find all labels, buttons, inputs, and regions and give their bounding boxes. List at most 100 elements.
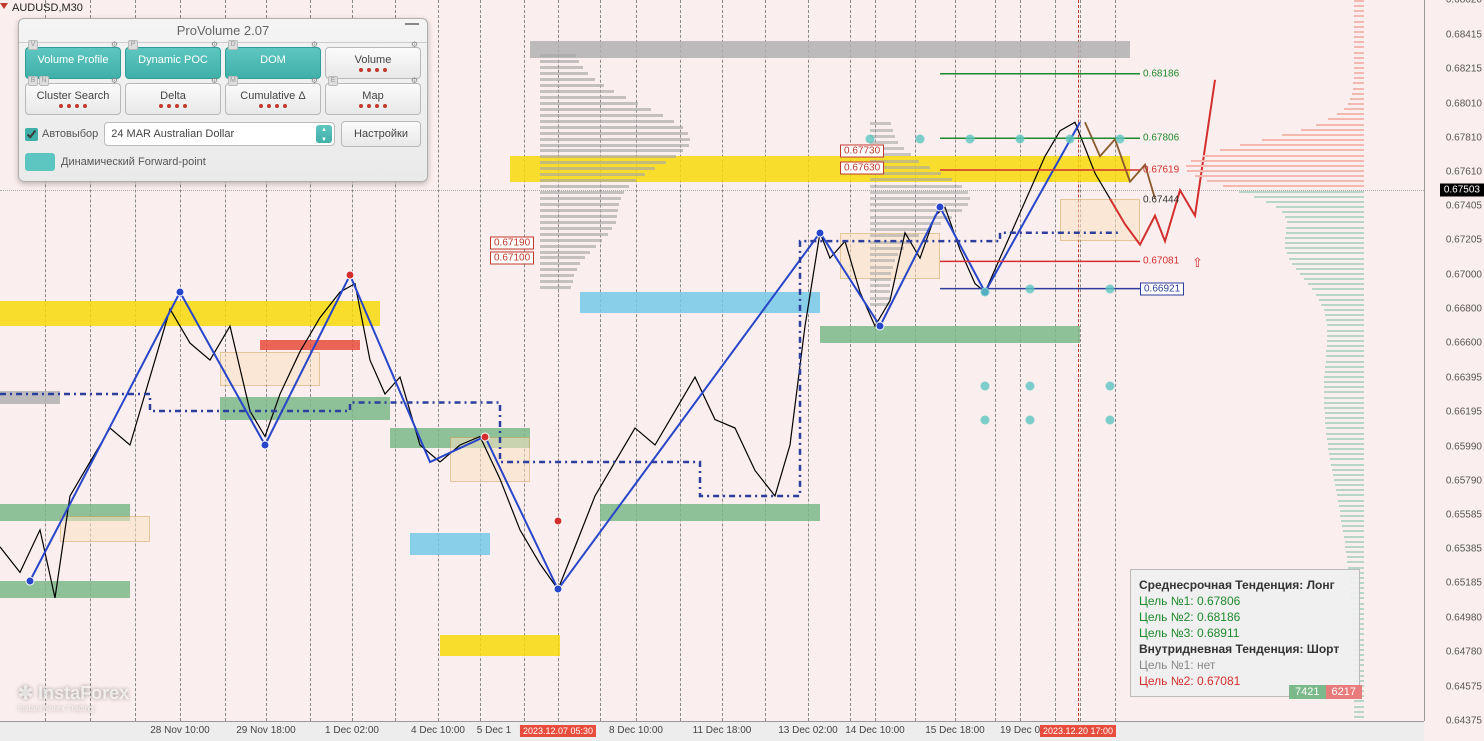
tab-dom[interactable]: D⚙DOM xyxy=(225,47,321,79)
tab-map[interactable]: E⚙Map xyxy=(325,83,421,115)
tab-volume[interactable]: ⚙Volume xyxy=(325,47,421,79)
vp-right-bar xyxy=(1334,479,1364,481)
vp-right-bar xyxy=(1354,5,1364,7)
vp-right-bar xyxy=(1354,57,1364,59)
trend-info-box: Среднесрочная Тенденция: Лонг Цель №1: 0… xyxy=(1130,569,1360,697)
vp-bar xyxy=(540,120,674,123)
target-2: Цель №2: 0.68186 xyxy=(1139,610,1351,624)
y-tick: 0.67610 xyxy=(1446,166,1482,177)
y-tick: 0.67205 xyxy=(1446,235,1482,246)
vp-right-bar xyxy=(1326,361,1364,363)
vp-bar xyxy=(540,60,579,63)
y-tick: 0.66600 xyxy=(1446,338,1482,349)
red-dot xyxy=(554,517,563,526)
vp-bar xyxy=(540,149,683,152)
vp-bar xyxy=(540,286,571,289)
gear-icon[interactable]: ⚙ xyxy=(311,40,318,49)
grid-vline xyxy=(850,0,851,721)
tab-cluster-search[interactable]: BN⚙Cluster Search xyxy=(25,83,121,115)
vp-right-bar xyxy=(1350,98,1364,100)
chart-area[interactable]: AUDUSD,M30 ProVolume 2.07 V⚙Volume Profi… xyxy=(0,0,1424,721)
gear-icon[interactable]: ⚙ xyxy=(111,76,118,85)
vp-right-bar xyxy=(1347,556,1364,558)
x-axis: 28 Nov 10:0029 Nov 18:001 Dec 02:004 Dec… xyxy=(0,721,1424,741)
contract-select[interactable]: 24 MAR Australian Dollar ▲▼ xyxy=(104,122,335,146)
tab-volume-profile[interactable]: V⚙Volume Profile xyxy=(25,47,121,79)
vp-bar xyxy=(870,284,890,287)
grid-vline xyxy=(915,0,916,721)
vp-bar xyxy=(870,303,890,306)
vp-right-bar xyxy=(1328,443,1364,445)
settings-button[interactable]: Настройки xyxy=(341,121,421,147)
blue-dot xyxy=(176,288,185,297)
teal-dot xyxy=(1106,284,1115,293)
vp-bar xyxy=(540,215,617,218)
y-tick: 0.68215 xyxy=(1446,63,1482,74)
vp-bar xyxy=(540,138,690,141)
vp-bar xyxy=(870,272,891,275)
panel-tabs-row1: V⚙Volume ProfileP⚙Dynamic POCD⚙DOM⚙Volum… xyxy=(19,43,427,79)
vp-bar xyxy=(870,297,890,300)
provolume-panel[interactable]: ProVolume 2.07 V⚙Volume ProfileP⚙Dynamic… xyxy=(18,18,428,182)
gear-icon[interactable]: ⚙ xyxy=(411,40,418,49)
price-zone xyxy=(600,504,820,521)
price-label: 0.67630 xyxy=(840,162,884,175)
vp-right-bar xyxy=(1286,232,1364,234)
x-tick: 11 Dec 18:00 xyxy=(693,725,752,736)
gear-icon[interactable]: ⚙ xyxy=(211,40,218,49)
spinner-icon[interactable]: ▲▼ xyxy=(316,125,332,143)
vp-right-bar xyxy=(1223,185,1365,187)
x-tick: 8 Dec 10:00 xyxy=(609,725,663,736)
trend-mid-label: Среднесрочная Тенденция: Лонг xyxy=(1139,578,1351,592)
minimize-icon[interactable] xyxy=(405,23,419,25)
teal-dot xyxy=(981,415,990,424)
vp-bar xyxy=(870,141,898,144)
gear-icon[interactable]: ⚙ xyxy=(211,76,218,85)
gear-icon[interactable]: ⚙ xyxy=(411,76,418,85)
tab-cumulative-[interactable]: M⚙Cumulative Δ xyxy=(225,83,321,115)
vp-right-bar xyxy=(1337,494,1364,496)
price-zone xyxy=(220,352,320,386)
blue-dot xyxy=(261,440,270,449)
vp-right-bar xyxy=(1195,175,1364,177)
vp-right-bar xyxy=(1344,108,1364,110)
dropdown-triangle-icon xyxy=(0,3,8,9)
vp-right-bar xyxy=(1353,82,1364,84)
tab-dynamic-poc[interactable]: P⚙Dynamic POC xyxy=(125,47,221,79)
vp-right-bar xyxy=(1304,278,1364,280)
vp-right-bar xyxy=(1321,304,1364,306)
vp-bar xyxy=(540,78,595,81)
price-zone xyxy=(530,41,1130,58)
vp-right-bar xyxy=(1324,381,1364,383)
vp-right-bar xyxy=(1354,711,1364,713)
vp-bar xyxy=(540,227,612,230)
x-tick: 29 Nov 18:00 xyxy=(236,725,296,736)
vp-right-bar xyxy=(1324,376,1364,378)
grid-vline xyxy=(438,0,439,721)
vp-right-bar xyxy=(1325,422,1364,424)
gear-icon[interactable]: ⚙ xyxy=(111,40,118,49)
intra-target-1: Цель №1: нет xyxy=(1139,658,1351,672)
vp-right-bar xyxy=(1282,134,1364,136)
gear-icon[interactable]: ⚙ xyxy=(311,76,318,85)
vp-bar xyxy=(870,203,968,206)
y-tick: 0.67000 xyxy=(1446,270,1482,281)
price-zone xyxy=(410,533,490,555)
tab-delta[interactable]: ⚙Delta xyxy=(125,83,221,115)
vp-right-bar xyxy=(1354,26,1364,28)
y-tick: 0.65385 xyxy=(1446,544,1482,555)
teal-dot xyxy=(1116,135,1125,144)
vp-right-bar xyxy=(1331,464,1364,466)
y-axis: 0.686200.684150.682150.680100.678100.676… xyxy=(1424,0,1484,721)
y-tick: 0.67405 xyxy=(1446,201,1482,212)
vp-right-bar xyxy=(1326,350,1364,352)
x-tick: 13 Dec 02:00 xyxy=(778,725,838,736)
trend-intra-label: Внутридневная Тенденция: Шорт xyxy=(1139,642,1351,656)
vp-right-bar xyxy=(1354,716,1364,718)
forward-point-toggle[interactable] xyxy=(25,153,55,171)
vp-right-bar xyxy=(1354,77,1364,79)
autoselect-checkbox[interactable]: Автовыбор xyxy=(25,128,98,141)
vp-bar xyxy=(540,84,604,87)
vp-right-bar xyxy=(1344,536,1364,538)
vp-right-bar xyxy=(1354,46,1364,48)
